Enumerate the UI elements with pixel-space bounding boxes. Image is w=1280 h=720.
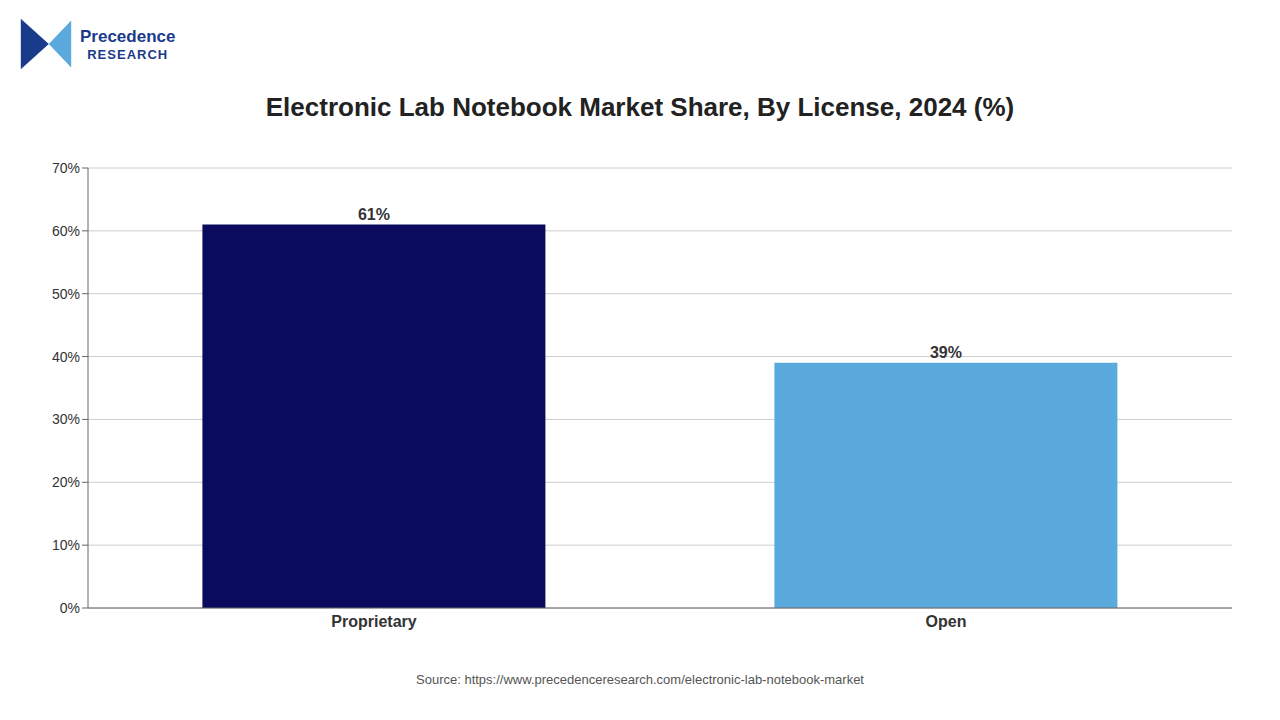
html-text:Precedence: Precedence — [80, 26, 176, 46]
svg-text:Open: Open — [926, 613, 967, 630]
html-text:Source: https://www.precedence: Source: https://www.precedenceresearch.c… — [416, 672, 864, 687]
svg-text:60%: 60% — [52, 223, 80, 239]
html-text:RESEARCH: RESEARCH — [87, 46, 169, 62]
svg-text:61%: 61% — [358, 206, 390, 223]
svg-text:40%: 40% — [52, 349, 80, 365]
svg-text:Proprietary: Proprietary — [331, 613, 416, 630]
svg-text:70%: 70% — [52, 160, 80, 176]
svg-text:20%: 20% — [52, 474, 80, 490]
html-text:Electronic Lab Notebook Market: Electronic Lab Notebook Market Share, By… — [265, 92, 1015, 122]
svg-text:10%: 10% — [52, 537, 80, 553]
svg-text:50%: 50% — [52, 286, 80, 302]
svg-text:39%: 39% — [930, 344, 962, 361]
svg-text:0%: 0% — [60, 600, 80, 616]
svg-text:30%: 30% — [52, 411, 80, 427]
